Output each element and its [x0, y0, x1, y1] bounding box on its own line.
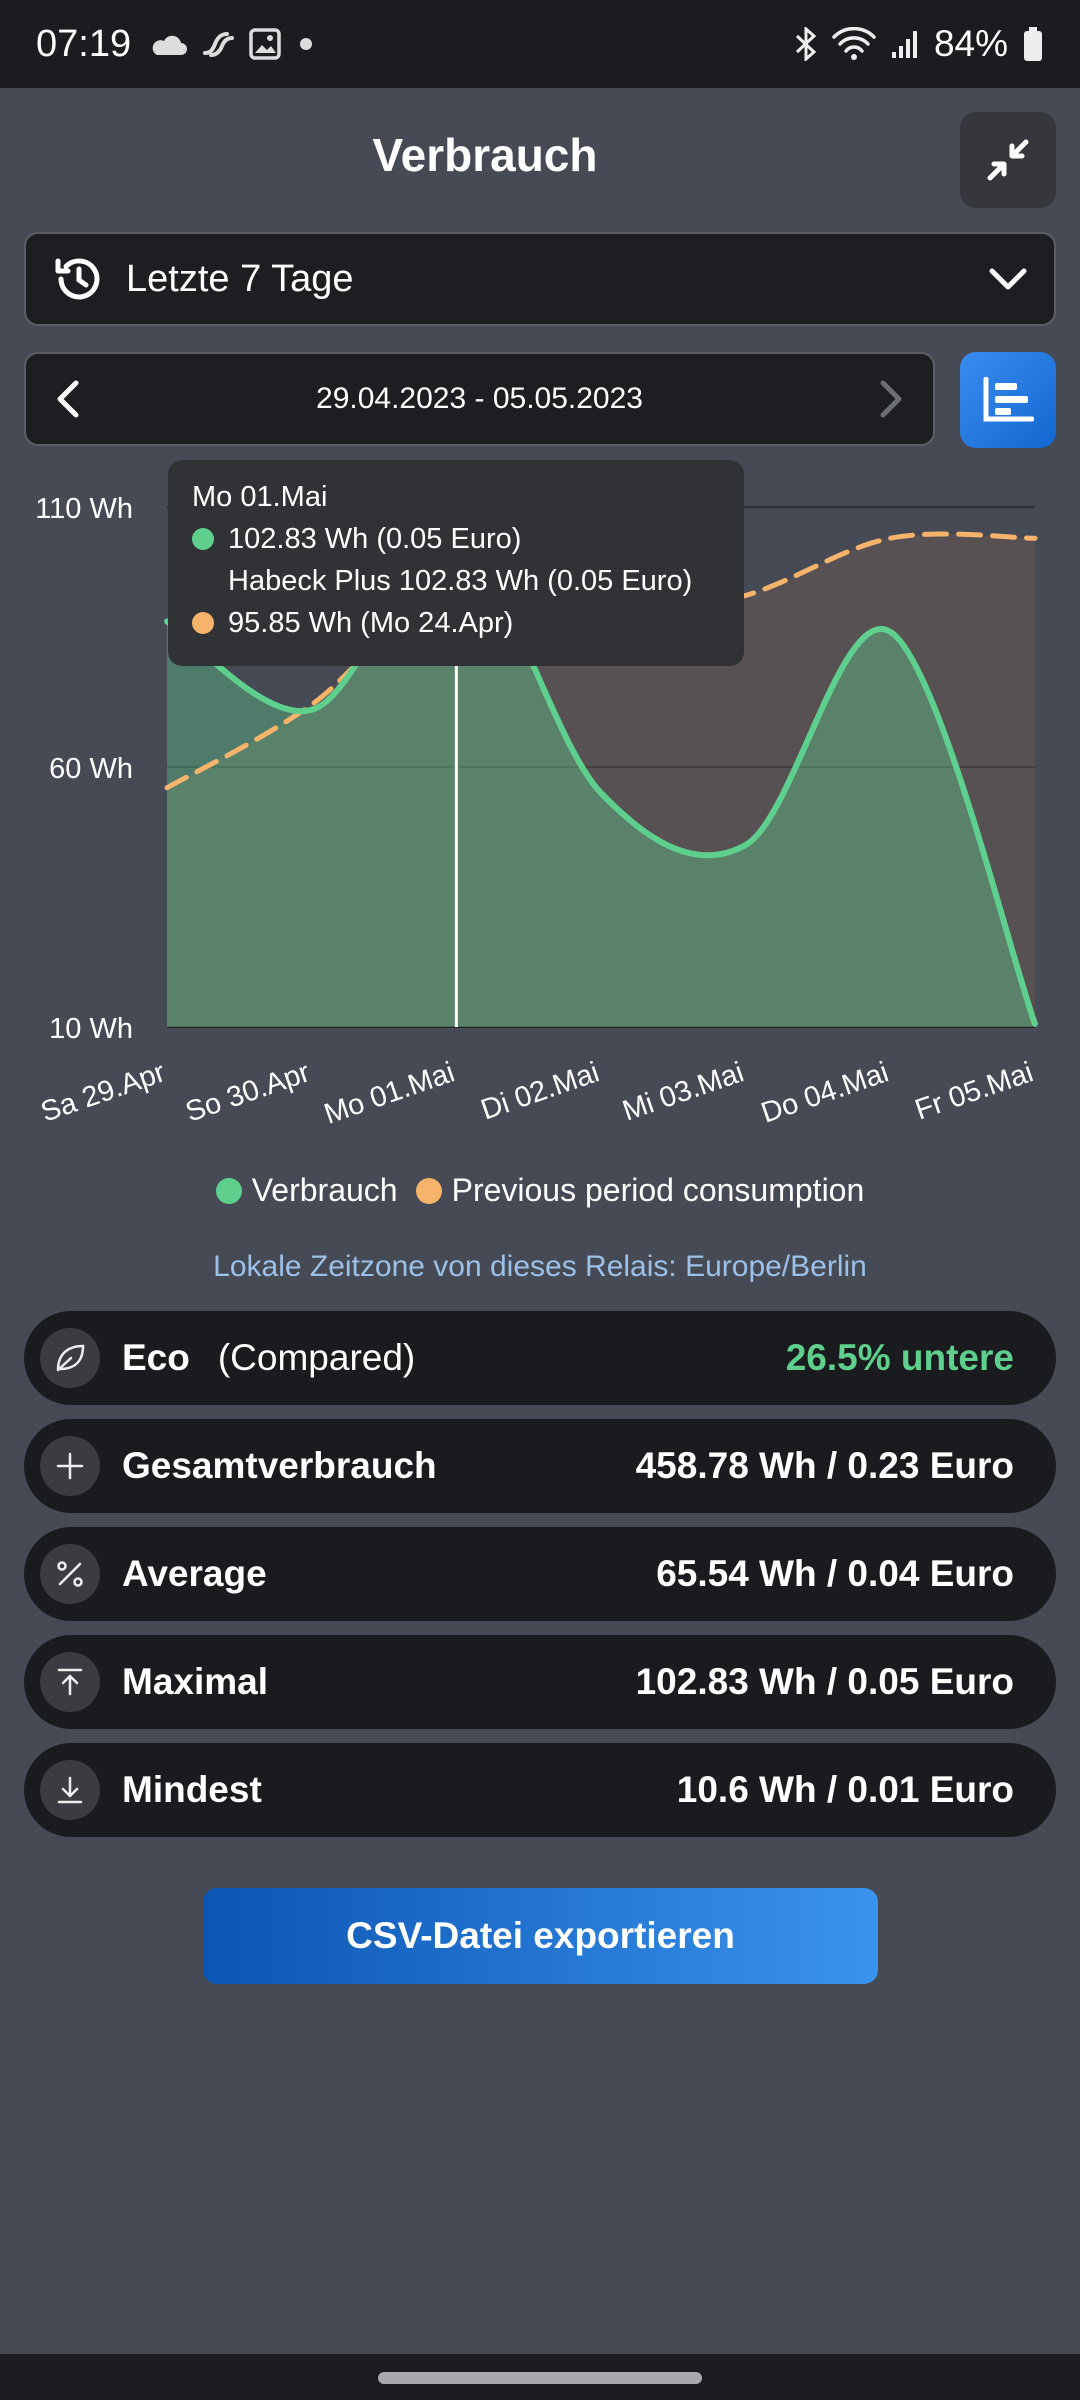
export-csv-button[interactable]: CSV-Datei exportieren	[203, 1888, 878, 1984]
stat-value: 10.6 Wh / 0.01 Euro	[676, 1769, 1014, 1810]
stat-name: Maximal	[122, 1661, 269, 1702]
y-tick-label: 60 Wh	[49, 753, 133, 785]
stat-min: Mindest 10.6 Wh / 0.01 Euro	[24, 1743, 1056, 1837]
legend-item-verbrauch[interactable]: Verbrauch	[215, 1172, 398, 1209]
x-tick-label: Sa 29.Apr	[37, 1056, 170, 1128]
stat-value: 26.5% untere	[785, 1337, 1014, 1378]
battery-percent: 84%	[933, 23, 1008, 64]
chart-type-button[interactable]	[960, 352, 1056, 448]
legend-label: Verbrauch	[251, 1172, 398, 1208]
collapse-icon	[987, 139, 1029, 181]
series-line-verbrauch	[164, 540, 1038, 1027]
stat-value: 458.78 Wh / 0.23 Euro	[635, 1445, 1014, 1486]
tooltip-line-1: 102.83 Wh (0.05 Euro)	[228, 523, 522, 555]
chevron-left-icon[interactable]	[54, 379, 82, 419]
chevron-down-icon	[989, 268, 1027, 290]
x-tick-label: Fr 05.Mai	[911, 1056, 1037, 1126]
stat-value: 65.54 Wh / 0.04 Euro	[656, 1553, 1014, 1594]
stat-value: 102.83 Wh / 0.05 Euro	[635, 1661, 1014, 1702]
legend-dot	[215, 1177, 242, 1204]
tooltip-line-3: 95.85 Wh (Mo 24.Apr)	[228, 607, 514, 639]
tooltip-orange-dot	[192, 612, 214, 634]
collapse-button[interactable]	[960, 112, 1056, 208]
date-range-text: 29.04.2023 - 05.05.2023	[316, 382, 643, 415]
chevron-right-icon[interactable]	[877, 379, 905, 419]
tooltip-line-2: Habeck Plus 102.83 Wh (0.05 Euro)	[228, 565, 693, 597]
y-tick-label: 110 Wh	[35, 493, 133, 525]
navigation-bar	[0, 2354, 1080, 2400]
status-bar: 07:19 84%	[0, 0, 1080, 88]
history-icon	[55, 258, 100, 300]
plus-icon	[40, 1436, 100, 1496]
x-tick-label: Mi 03.Mai	[619, 1056, 748, 1127]
stat-name: Gesamtverbrauch	[122, 1445, 437, 1486]
tooltip-title: Mo 01.Mai	[192, 481, 328, 513]
link-icon	[203, 32, 235, 57]
bluetooth-icon	[795, 27, 817, 61]
date-navigator: 29.04.2023 - 05.05.2023	[24, 352, 935, 446]
signal-icon	[891, 31, 917, 58]
stat-total: Gesamtverbrauch 458.78 Wh / 0.23 Euro	[24, 1419, 1056, 1513]
stat-sub: (Compared)	[217, 1337, 416, 1378]
cloud-icon	[152, 35, 188, 55]
chart-legend: Verbrauch Previous period consumption	[0, 1172, 1080, 1209]
x-tick-label: So 30.Apr	[182, 1056, 315, 1128]
home-handle[interactable]	[378, 2372, 702, 2384]
timezone-note: Lokale Zeitzone von dieses Relais: Europ…	[213, 1250, 867, 1283]
x-tick-label: Mo 01.Mai	[320, 1056, 458, 1130]
image-icon	[249, 28, 281, 60]
stat-name: Mindest	[122, 1769, 262, 1810]
legend-label: Previous period consumption	[451, 1172, 865, 1208]
percent-icon	[40, 1544, 100, 1604]
battery-icon	[1024, 27, 1042, 61]
dot-icon	[300, 38, 313, 50]
x-tick-label: Do 04.Mai	[757, 1056, 892, 1129]
legend-dot	[415, 1177, 442, 1204]
bar-chart-icon	[983, 377, 1034, 422]
leaf-icon	[40, 1328, 100, 1388]
stat-max: Maximal 102.83 Wh / 0.05 Euro	[24, 1635, 1056, 1729]
stat-average: Average 65.54 Wh / 0.04 Euro	[24, 1527, 1056, 1621]
y-tick-label: 10 Wh	[49, 1013, 133, 1045]
stat-name: Average	[122, 1553, 267, 1594]
stat-eco: Eco (Compared) 26.5% untere	[24, 1311, 1056, 1405]
arrow-down-to-line-icon	[40, 1760, 100, 1820]
arrow-up-to-line-icon	[40, 1652, 100, 1712]
page-title: Verbrauch	[372, 129, 598, 181]
wifi-icon	[832, 27, 876, 60]
status-time: 07:19	[36, 22, 132, 65]
tooltip-green-dot	[192, 528, 214, 550]
chart-tooltip: Mo 01.Mai 102.83 Wh (0.05 Euro) Habeck P…	[168, 460, 744, 666]
range-dropdown-value: Letzte 7 Tage	[126, 257, 354, 300]
range-dropdown[interactable]: Letzte 7 Tage	[24, 232, 1056, 326]
series-line-previous	[164, 531, 1038, 791]
legend-item-previous[interactable]: Previous period consumption	[415, 1172, 865, 1209]
x-tick-label: Di 02.Mai	[477, 1056, 603, 1126]
stat-name: Eco	[122, 1337, 190, 1378]
